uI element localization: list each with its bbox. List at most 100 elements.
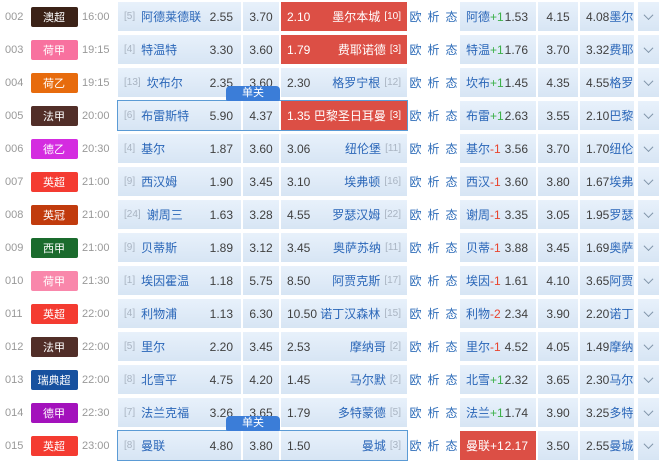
draw-cell[interactable]: 3.80 — [243, 431, 279, 460]
link-europe-odds[interactable]: 欧 — [409, 175, 422, 189]
draw-odds[interactable]: 3.60 — [249, 42, 273, 57]
link-analysis[interactable]: 析 — [427, 241, 440, 255]
draw-odds[interactable]: 3.70 — [249, 9, 273, 24]
link-europe-odds[interactable]: 欧 — [409, 307, 422, 321]
handicap-draw-cell[interactable]: 4.35 — [538, 68, 578, 97]
away-odds[interactable]: 3.10 — [287, 174, 311, 189]
expand-chevron-cell[interactable] — [638, 134, 659, 163]
home-cell[interactable]: [1] 埃因霍温 1.18 — [118, 266, 241, 295]
handicap-away-cell[interactable]: 3.25 多特 — [580, 398, 634, 427]
away-team-name[interactable]: 诺丁汉森林 — [320, 307, 381, 321]
draw-cell[interactable]: 3.60 — [243, 35, 279, 64]
away-cell[interactable]: 10.50 诺丁汉森林 [15] — [281, 299, 407, 328]
home-team-name[interactable]: 坎布尔 — [146, 76, 183, 90]
handicap-away-odds[interactable]: 4.55 — [586, 75, 610, 90]
handicap-away-cell[interactable]: 1.95 罗瑟 — [580, 200, 634, 229]
link-analysis[interactable]: 析 — [427, 439, 440, 453]
handicap-draw-cell[interactable]: 4.10 — [538, 266, 578, 295]
link-analysis[interactable]: 析 — [427, 406, 440, 420]
home-team-name[interactable]: 利物浦 — [141, 307, 178, 321]
league-badge[interactable]: 澳超 — [30, 6, 78, 27]
handicap-home-odds[interactable]: 1.74 — [504, 405, 528, 420]
draw-cell[interactable]: 3.70 — [243, 2, 279, 31]
home-cell[interactable]: [4] 基尔 1.87 — [118, 134, 241, 163]
draw-odds[interactable]: 3.45 — [249, 339, 273, 354]
draw-cell[interactable]: 3.12 — [243, 233, 279, 262]
link-trend[interactable]: 态 — [445, 43, 458, 57]
handicap-main-cell[interactable]: 利物-2 2.34 — [460, 299, 536, 328]
link-europe-odds[interactable]: 欧 — [409, 406, 422, 420]
expand-chevron-cell[interactable] — [638, 101, 659, 130]
link-analysis[interactable]: 析 — [427, 274, 440, 288]
away-cell[interactable]: 2.53 摩纳哥 [2] — [281, 332, 407, 361]
handicap-main-cell[interactable]: 坎布+1 1.45 — [460, 68, 536, 97]
link-europe-odds[interactable]: 欧 — [409, 241, 422, 255]
handicap-draw-odds[interactable]: 3.80 — [546, 174, 570, 189]
handicap-away-odds[interactable]: 1.67 — [586, 174, 610, 189]
home-team-name[interactable]: 贝蒂斯 — [141, 241, 178, 255]
expand-chevron-cell[interactable] — [638, 431, 659, 460]
handicap-away-cell[interactable]: 4.08 墨尔 — [580, 2, 634, 31]
link-europe-odds[interactable]: 欧 — [409, 109, 422, 123]
link-analysis[interactable]: 析 — [427, 43, 440, 57]
draw-odds[interactable]: 3.80 — [249, 438, 273, 453]
away-odds[interactable]: 1.79 — [287, 405, 311, 420]
away-odds[interactable]: 1.79 — [287, 42, 311, 57]
handicap-draw-cell[interactable]: 3.55 — [538, 101, 578, 130]
handicap-draw-odds[interactable]: 3.90 — [546, 306, 570, 321]
home-cell[interactable]: [9] 西汉姆 1.90 — [118, 167, 241, 196]
handicap-away-odds[interactable]: 4.08 — [586, 9, 610, 24]
handicap-draw-cell[interactable]: 3.90 — [538, 299, 578, 328]
handicap-away-odds[interactable]: 1.70 — [586, 141, 610, 156]
league-badge[interactable]: 英超 — [30, 171, 78, 192]
handicap-draw-odds[interactable]: 4.10 — [546, 273, 570, 288]
home-team-name[interactable]: 埃因霍温 — [141, 274, 190, 288]
link-trend[interactable]: 态 — [445, 208, 458, 222]
link-analysis[interactable]: 析 — [427, 76, 440, 90]
draw-odds[interactable]: 5.75 — [249, 273, 273, 288]
handicap-draw-odds[interactable]: 3.05 — [546, 207, 570, 222]
handicap-draw-odds[interactable]: 3.50 — [546, 438, 570, 453]
link-europe-odds[interactable]: 欧 — [409, 439, 422, 453]
draw-cell[interactable]: 4.20 — [243, 365, 279, 394]
handicap-home-odds[interactable]: 2.34 — [504, 306, 528, 321]
link-analysis[interactable]: 析 — [427, 208, 440, 222]
link-europe-odds[interactable]: 欧 — [409, 142, 422, 156]
handicap-main-cell[interactable]: 法兰+1 1.74 — [460, 398, 536, 427]
home-cell[interactable]: [7] 法兰克福 3.26 — [118, 398, 241, 427]
handicap-draw-odds[interactable]: 4.05 — [546, 339, 570, 354]
away-odds[interactable]: 2.10 — [287, 9, 311, 24]
draw-cell[interactable]: 4.37 — [243, 101, 279, 130]
home-odds[interactable]: 1.87 — [209, 141, 233, 156]
home-team-name[interactable]: 布雷斯特 — [141, 109, 190, 123]
away-odds[interactable]: 3.45 — [287, 240, 311, 255]
home-odds[interactable]: 4.80 — [209, 438, 233, 453]
link-europe-odds[interactable]: 欧 — [409, 10, 422, 24]
league-badge[interactable]: 瑞典超 — [30, 369, 78, 390]
league-badge[interactable]: 荷乙 — [30, 72, 78, 93]
away-cell[interactable]: 1.50 曼城 [3] — [281, 431, 407, 460]
link-analysis[interactable]: 析 — [427, 175, 440, 189]
league-badge[interactable]: 西甲 — [30, 237, 78, 258]
home-cell[interactable]: [6] 布雷斯特 5.90 — [118, 101, 241, 130]
handicap-away-cell[interactable]: 3.32 费耶 — [580, 35, 634, 64]
away-odds[interactable]: 1.45 — [287, 372, 311, 387]
away-team-name[interactable]: 摩纳哥 — [349, 340, 386, 354]
draw-odds[interactable]: 4.37 — [249, 108, 273, 123]
draw-cell[interactable]: 3.45 — [243, 332, 279, 361]
handicap-main-cell[interactable]: 阿德+1 1.53 — [460, 2, 536, 31]
draw-odds[interactable]: 3.60 — [249, 141, 273, 156]
away-team-name[interactable]: 阿贾克斯 — [332, 274, 381, 288]
expand-chevron-cell[interactable] — [638, 2, 659, 31]
handicap-draw-cell[interactable]: 3.70 — [538, 134, 578, 163]
home-cell[interactable]: [4] 利物浦 1.13 — [118, 299, 241, 328]
draw-cell[interactable]: 5.75 — [243, 266, 279, 295]
draw-cell[interactable]: 6.30 — [243, 299, 279, 328]
away-odds[interactable]: 4.55 — [287, 207, 311, 222]
handicap-draw-cell[interactable]: 4.05 — [538, 332, 578, 361]
away-cell[interactable]: 2.10 墨尔本城 [10] — [281, 2, 407, 31]
away-cell[interactable]: 3.06 纽伦堡 [11] — [281, 134, 407, 163]
handicap-draw-cell[interactable]: 3.80 — [538, 167, 578, 196]
away-cell[interactable]: 1.79 多特蒙德 [5] — [281, 398, 407, 427]
handicap-main-cell[interactable]: 基尔-1 3.56 — [460, 134, 536, 163]
